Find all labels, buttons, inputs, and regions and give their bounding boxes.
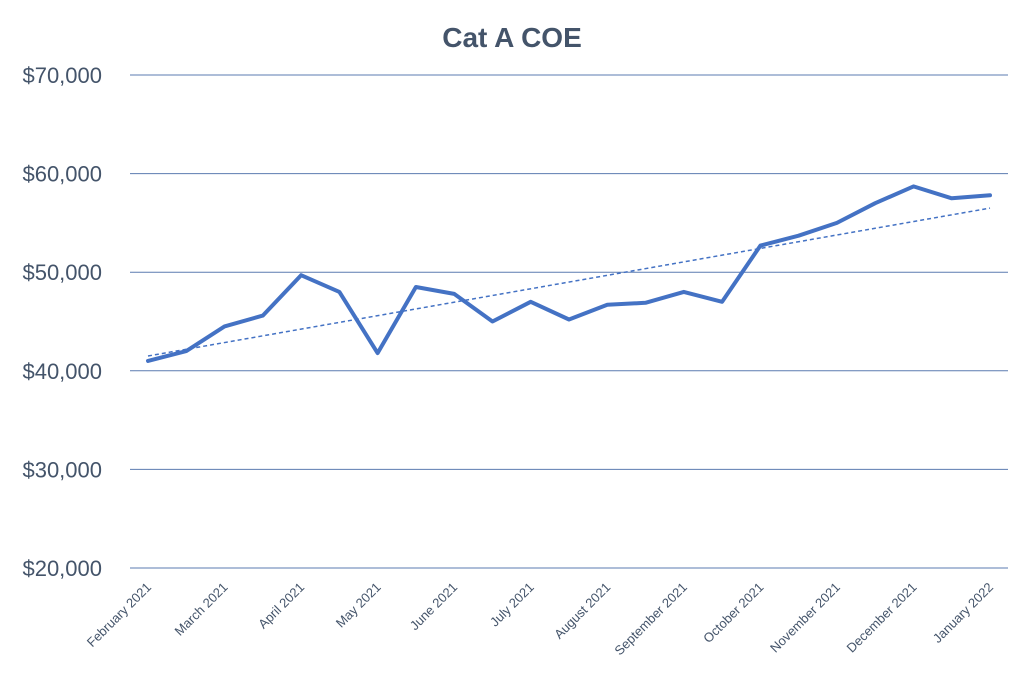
chart-title: Cat A COE xyxy=(442,22,582,53)
y-tick-label: $30,000 xyxy=(22,457,102,482)
gridlines xyxy=(130,74,1008,569)
series-lines xyxy=(146,184,992,363)
y-tick-label: $60,000 xyxy=(22,162,102,187)
trendline xyxy=(147,207,991,357)
y-tick-label: $70,000 xyxy=(22,63,102,88)
x-tick-label: May 2021 xyxy=(333,580,384,631)
x-tick-label: March 2021 xyxy=(172,580,231,639)
y-tick-label: $40,000 xyxy=(22,359,102,384)
x-tick-label: November 2021 xyxy=(767,580,843,656)
x-tick-label: June 2021 xyxy=(407,580,461,634)
x-tick-label: August 2021 xyxy=(551,580,613,642)
series-line-cat-a-coe xyxy=(146,184,992,363)
x-tick-label: July 2021 xyxy=(487,580,537,630)
y-axis-ticks: $20,000 $30,000 $40,000 $50,000 $60,000 $70,0… xyxy=(22,63,102,581)
x-tick-label: January 2022 xyxy=(930,580,996,646)
x-tick-label: April 2021 xyxy=(255,580,307,632)
x-tick-label: October 2021 xyxy=(700,580,766,646)
x-tick-label: February 2021 xyxy=(84,580,154,650)
x-tick-label: December 2021 xyxy=(844,580,920,656)
y-tick-label: $50,000 xyxy=(22,260,102,285)
x-tick-label: September 2021 xyxy=(611,580,690,659)
x-axis-ticks: February 2021 March 2021 April 2021 May 202… xyxy=(84,580,996,659)
y-tick-label: $20,000 xyxy=(22,556,102,581)
